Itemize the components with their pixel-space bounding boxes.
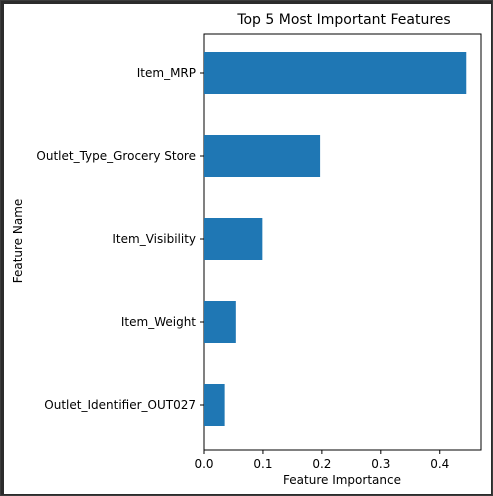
bar-2 [204,135,321,177]
x-tick-label: 0.4 [430,457,449,471]
y-axis-label: Feature Name [11,199,25,284]
x-tick-label: 0.2 [312,457,331,471]
y-tick-label: Outlet_Type_Grocery Store [36,149,196,163]
x-axis-label: Feature Importance [283,473,401,487]
y-tick-label: Outlet_Identifier_OUT027 [44,398,196,412]
bar-1 [204,52,467,94]
bar-5 [204,384,225,426]
x-tick-label: 0.1 [253,457,272,471]
bar-4 [204,301,236,343]
chart-title: Top 5 Most Important Features [236,12,450,28]
x-tick-label: 0.3 [371,457,390,471]
bar-3 [204,218,263,260]
y-tick-label: Item_Weight [121,315,196,329]
y-tick-label: Item_MRP [137,66,196,80]
y-tick-label: Item_Visibility [112,232,196,246]
x-tick-label: 0.0 [194,457,213,471]
